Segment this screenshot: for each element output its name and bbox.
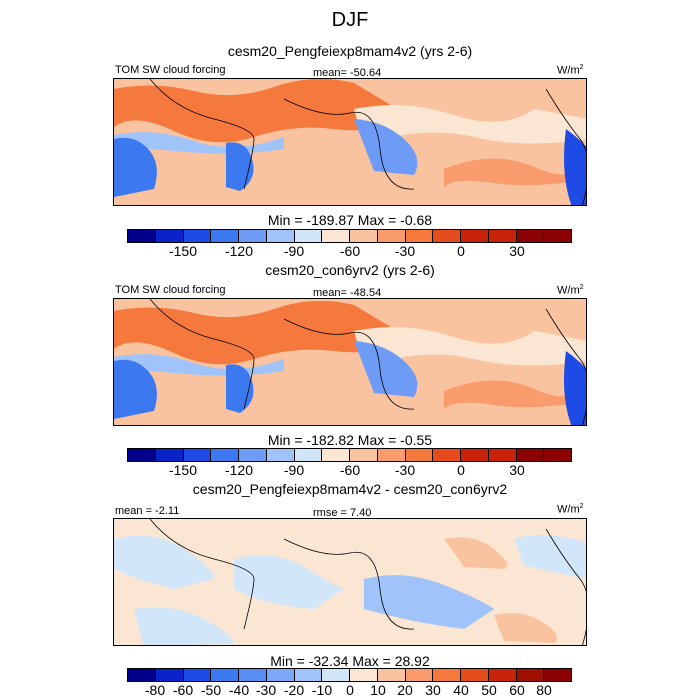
- panel-1-tick: -60: [339, 243, 361, 259]
- panel-2-title: cesm20_con6yrv2 (yrs 2-6): [265, 262, 435, 278]
- panel-2-map: [113, 298, 587, 426]
- panel-3-colorbar: [127, 668, 572, 682]
- blue-region-east: [564, 351, 586, 425]
- panel-2-colorbar: [127, 448, 572, 462]
- panel-2-tick: 30: [509, 462, 525, 478]
- panel-3-tick: -60: [172, 682, 194, 698]
- panel-1-units: W/m2: [557, 64, 584, 77]
- panel-3-tick: -10: [311, 682, 333, 698]
- warm-band-east: [444, 158, 586, 187]
- panel-3-tick: 30: [425, 682, 441, 698]
- panel-3-tick: 20: [397, 682, 413, 698]
- panel-3-tick: 50: [481, 682, 497, 698]
- panel-1-tick: 0: [457, 243, 465, 259]
- panel-3-tick: -20: [283, 682, 305, 698]
- panel-2-tick: 0: [457, 462, 465, 478]
- panel-3-tick: -80: [144, 682, 166, 698]
- diff-blue-patch: [134, 607, 234, 645]
- main-title: DJF: [331, 9, 369, 31]
- blue-region-east: [564, 129, 586, 205]
- panel-3-tick: -50: [200, 682, 222, 698]
- panel-1-tick: -150: [168, 243, 198, 259]
- panel-3-rmse-label: rmse = 7.40: [313, 507, 372, 519]
- panel-1-tick: -30: [394, 243, 416, 259]
- panel-1-colorbar: [127, 229, 572, 243]
- panel-3-mean-label: mean = -2.11: [115, 505, 180, 517]
- diff-warm-patch: [494, 613, 558, 643]
- panel-3-units: W/m2: [557, 503, 584, 516]
- blue-region-west: [114, 359, 157, 419]
- neutral-band: [354, 105, 586, 145]
- diff-blue-patch: [514, 534, 586, 579]
- blue-region-maritime: [354, 341, 418, 397]
- panel-3-tick: 0: [346, 682, 354, 698]
- panel-2-tick: -120: [224, 462, 254, 478]
- neutral-band: [354, 327, 586, 367]
- diff-blue-patch: [114, 535, 214, 589]
- panel-3-map: [113, 518, 587, 646]
- warm-band-north: [114, 79, 414, 143]
- panel-3-tick: 60: [509, 682, 525, 698]
- blue-region-west: [114, 137, 157, 197]
- panel-1-tick: -120: [224, 243, 254, 259]
- diff-blue-patch: [364, 575, 494, 629]
- coastline: [149, 519, 586, 645]
- panel-1-tick: 30: [509, 243, 525, 259]
- panel-2-tick: -30: [394, 462, 416, 478]
- panel-1-title: cesm20_Pengfeiexp8mam4v2 (yrs 2-6): [227, 43, 473, 59]
- panel-2-mean-label: mean= -48.54: [313, 287, 382, 299]
- panel-2-left-label: TOM SW cloud forcing: [115, 284, 226, 296]
- panel-3-tick: 10: [370, 682, 386, 698]
- panel-2-minmax: Min = -182.82 Max = -0.55: [267, 432, 433, 448]
- warm-band-north: [114, 300, 414, 365]
- panel-3-title: cesm20_Pengfeiexp8mam4v2 - cesm20_con6yr…: [192, 481, 508, 497]
- diff-warm-patch: [444, 537, 508, 569]
- panel-3-tick: 80: [536, 682, 552, 698]
- coastline: [149, 79, 586, 205]
- blue-region-maritime: [354, 119, 418, 175]
- panel-3-minmax: Min = -32.34 Max = 28.92: [270, 653, 430, 669]
- panel-1-mean-label: mean= -50.64: [313, 67, 382, 79]
- panel-2-tick: -60: [339, 462, 361, 478]
- warm-band-east: [444, 380, 586, 409]
- diff-blue-patch: [234, 555, 344, 609]
- panel-1-map: [113, 78, 587, 206]
- panel-2-tick: -150: [168, 462, 198, 478]
- panel-1-minmax: Min = -189.87 Max = -0.68: [267, 212, 433, 228]
- panel-1-left-label: TOM SW cloud forcing: [115, 64, 226, 76]
- panel-2-tick: -90: [283, 462, 305, 478]
- blue-region-africa: [226, 364, 254, 413]
- panel-1-tick: -90: [283, 243, 305, 259]
- panel-3-tick: 40: [453, 682, 469, 698]
- panel-3-tick: -40: [228, 682, 250, 698]
- panel-2-units: W/m2: [557, 284, 584, 297]
- panel-3-tick: -30: [255, 682, 277, 698]
- coastline: [149, 299, 586, 425]
